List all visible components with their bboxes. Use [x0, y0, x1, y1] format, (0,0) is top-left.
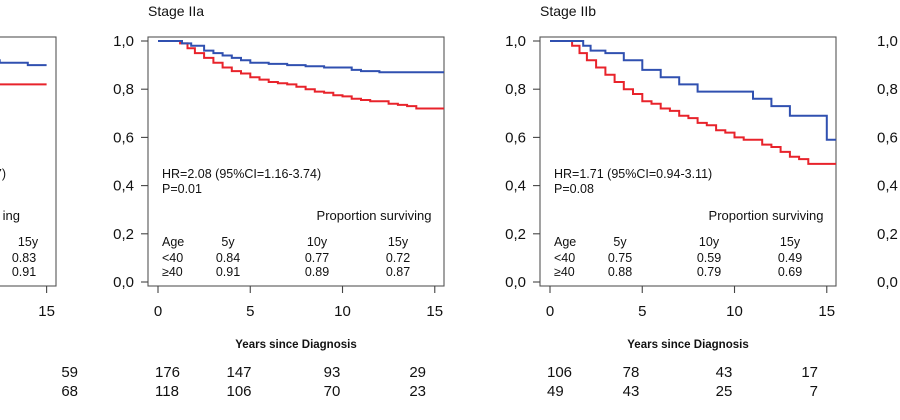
- row-label-under-40: <40: [162, 251, 183, 265]
- y-tick-label: 0,8: [505, 81, 526, 98]
- at-risk-40-plus: 49: [547, 383, 564, 400]
- x-tick-label: 15: [818, 303, 835, 320]
- table-value: 0.88: [608, 265, 632, 279]
- y-tick-label-right: 0,2: [877, 226, 898, 243]
- table-value: 0.77: [305, 251, 329, 265]
- table-col-label: 5y: [221, 235, 235, 249]
- curve-under-40: [158, 40, 444, 110]
- curve-under-40: [550, 40, 836, 165]
- at-risk-40-plus: 7: [810, 383, 818, 400]
- x-tick-label: 0: [154, 303, 162, 320]
- proportion-header: Proportion surviving: [709, 208, 824, 223]
- at-risk-40-plus: 43: [623, 383, 640, 400]
- y-tick-label: 0,6: [113, 129, 134, 146]
- panel-title: Stage IIa: [148, 3, 204, 19]
- table-value: 0.84: [216, 251, 240, 265]
- y-tick-label: 0,2: [505, 226, 526, 243]
- at-risk-40-plus: 70: [324, 383, 341, 400]
- y-tick-label-right: 0,8: [877, 81, 898, 98]
- p-value-text: P=0.01: [162, 182, 202, 196]
- hazard-ratio-text: HR=1.71 (95%CI=0.94-3.11): [554, 167, 712, 181]
- table-col-label: 15y: [388, 235, 409, 249]
- y-tick-label: 1,0: [505, 33, 526, 50]
- x-axis-label: Years since Diagnosis: [235, 339, 356, 351]
- plot-frame: [539, 36, 837, 287]
- row-label-40-plus: ≥40: [554, 265, 575, 279]
- at-risk-under-40: 147: [226, 364, 251, 381]
- x-tick-label: 5: [638, 303, 646, 320]
- at-risk-under-40: 78: [623, 364, 640, 381]
- panel-title: Stage IIb: [540, 3, 596, 19]
- table-value: 0.49: [778, 251, 802, 265]
- curve-40-and-over-left: [0, 59, 47, 67]
- y-tick-label: 0,0: [505, 274, 526, 291]
- table-value: 0.72: [386, 251, 410, 265]
- y-tick-label-right: 0,6: [877, 129, 898, 146]
- y-tick-label: 0,0: [113, 274, 134, 291]
- table-col-label: Age: [554, 235, 576, 249]
- at-risk-40-plus: 68: [61, 383, 78, 400]
- plot-frame: [147, 36, 445, 287]
- proportion-header-fragment: ing: [3, 208, 20, 223]
- hazard-ratio-text: HR=2.08 (95%CI=1.16-3.74): [162, 167, 321, 181]
- plot-frame-left: [0, 36, 57, 287]
- p-value-text: P=0.08: [554, 182, 594, 196]
- at-risk-under-40: 17: [801, 364, 818, 381]
- at-risk-40-plus: 25: [716, 383, 733, 400]
- table-value: 0.59: [697, 251, 721, 265]
- table-value: 0.69: [778, 265, 802, 279]
- at-risk-under-40: 93: [324, 364, 341, 381]
- row-label-40-plus: ≥40: [162, 265, 183, 279]
- x-axis-label: Years since Diagnosis: [627, 339, 748, 351]
- table-value: 0.91: [12, 265, 36, 279]
- table-value: 0.75: [608, 251, 632, 265]
- x-tick-label: 0: [546, 303, 554, 320]
- x-tick-label: 5: [246, 303, 254, 320]
- table-value: 0.91: [216, 265, 240, 279]
- x-tick-label: 10: [334, 303, 351, 320]
- table-col-label: 10y: [699, 235, 720, 249]
- table-col-label: 10y: [307, 235, 328, 249]
- y-tick-label: 0,8: [113, 81, 134, 98]
- y-tick-label: 0,4: [113, 178, 134, 195]
- proportion-header: Proportion surviving: [317, 208, 432, 223]
- x-tick-label: 15: [38, 303, 55, 320]
- at-risk-under-40: 43: [716, 364, 733, 381]
- y-tick-label-right: 1,0: [877, 33, 898, 50]
- x-tick-label: 10: [726, 303, 743, 320]
- table-col-label: 15y: [18, 235, 39, 249]
- y-tick-label: 0,4: [505, 178, 526, 195]
- at-risk-under-40: 176: [155, 364, 180, 381]
- row-label-under-40: <40: [554, 251, 575, 265]
- at-risk-40-plus: 106: [226, 383, 251, 400]
- table-value: 0.87: [386, 265, 410, 279]
- at-risk-40-plus: 118: [155, 383, 179, 400]
- y-tick-label-right: 0,4: [877, 178, 898, 195]
- at-risk-40-plus: 23: [409, 383, 426, 400]
- table-value: 0.89: [305, 265, 329, 279]
- x-tick-label: 15: [426, 303, 443, 320]
- at-risk-under-40: 106: [547, 364, 572, 381]
- table-value: 0.83: [12, 251, 36, 265]
- y-tick-label: 1,0: [113, 33, 134, 50]
- y-tick-label-right: 0,0: [877, 274, 898, 291]
- table-col-label: 15y: [780, 235, 801, 249]
- y-tick-label: 0,2: [113, 226, 134, 243]
- at-risk-under-40: 59: [61, 364, 78, 381]
- curve-40-and-over: [158, 40, 444, 74]
- table-col-label: Age: [162, 235, 184, 249]
- y-tick-label: 0,6: [505, 129, 526, 146]
- table-value: 0.79: [697, 265, 721, 279]
- table-col-label: 5y: [613, 235, 627, 249]
- curve-40-and-over: [550, 40, 836, 141]
- hazard-ratio-fragment: 7): [0, 167, 6, 181]
- at-risk-under-40: 29: [409, 364, 426, 381]
